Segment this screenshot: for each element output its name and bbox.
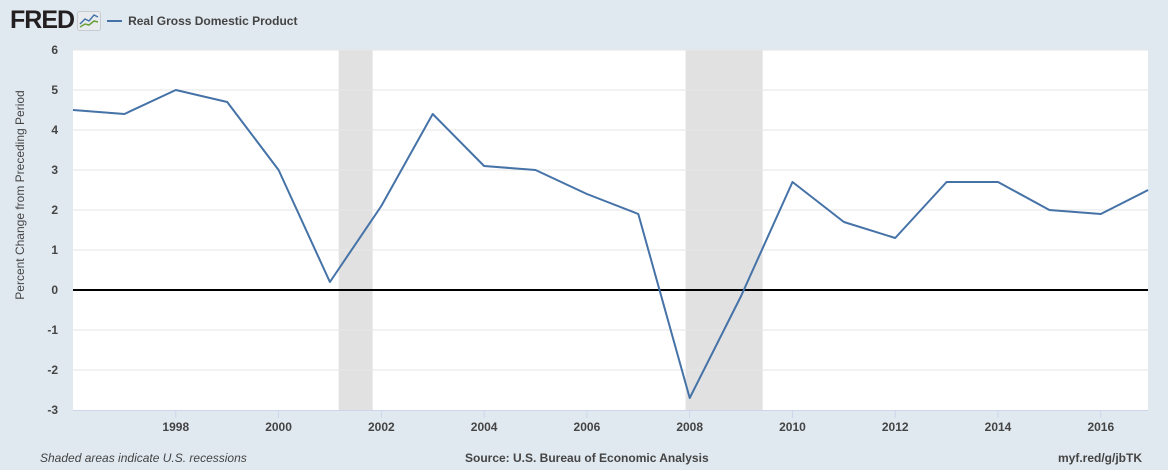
gdp-series-line — [72, 89, 1149, 399]
x-tick-label: 2000 — [265, 420, 292, 434]
fred-logo[interactable]: FRED — [10, 5, 75, 34]
y-tick-label: 3 — [51, 163, 58, 177]
y-tick-label: 5 — [51, 83, 58, 97]
y-tick-label: 6 — [51, 43, 58, 57]
plot-area — [73, 50, 1148, 410]
x-tick-label: 2008 — [676, 420, 703, 434]
source-text: Source: U.S. Bureau of Economic Analysis — [465, 451, 709, 465]
legend-label[interactable]: Real Gross Domestic Product — [128, 14, 298, 28]
y-tick-label: -1 — [47, 323, 58, 337]
recession-band — [685, 50, 763, 410]
short-link[interactable]: myf.red/g/jbTK — [1057, 451, 1142, 465]
x-tick-label: 2012 — [882, 420, 909, 434]
x-tick-label: 2006 — [574, 420, 601, 434]
recession-band — [338, 50, 373, 410]
chart-header: FRED Real Gross Domestic Product — [10, 6, 297, 34]
y-tick-label: 0 — [51, 283, 58, 297]
y-tick-label: -2 — [47, 363, 58, 377]
x-tick-label: 2014 — [985, 420, 1012, 434]
line-chart-icon — [77, 11, 102, 31]
chart-footer: Shaded areas indicate U.S. recessions So… — [0, 451, 1168, 467]
y-tick-label: 1 — [51, 243, 58, 257]
y-tick-label: 4 — [51, 123, 58, 137]
x-tick-label: 1998 — [162, 420, 189, 434]
y-tick-label: 2 — [51, 203, 58, 217]
x-tick-label: 2010 — [779, 420, 806, 434]
x-tick-label: 2016 — [1087, 420, 1114, 434]
y-tick-label: -3 — [47, 403, 58, 417]
x-tick-label: 2004 — [471, 420, 498, 434]
recession-note: Shaded areas indicate U.S. recessions — [40, 451, 247, 465]
legend-swatch — [107, 20, 123, 22]
x-tick-label: 2002 — [368, 420, 395, 434]
